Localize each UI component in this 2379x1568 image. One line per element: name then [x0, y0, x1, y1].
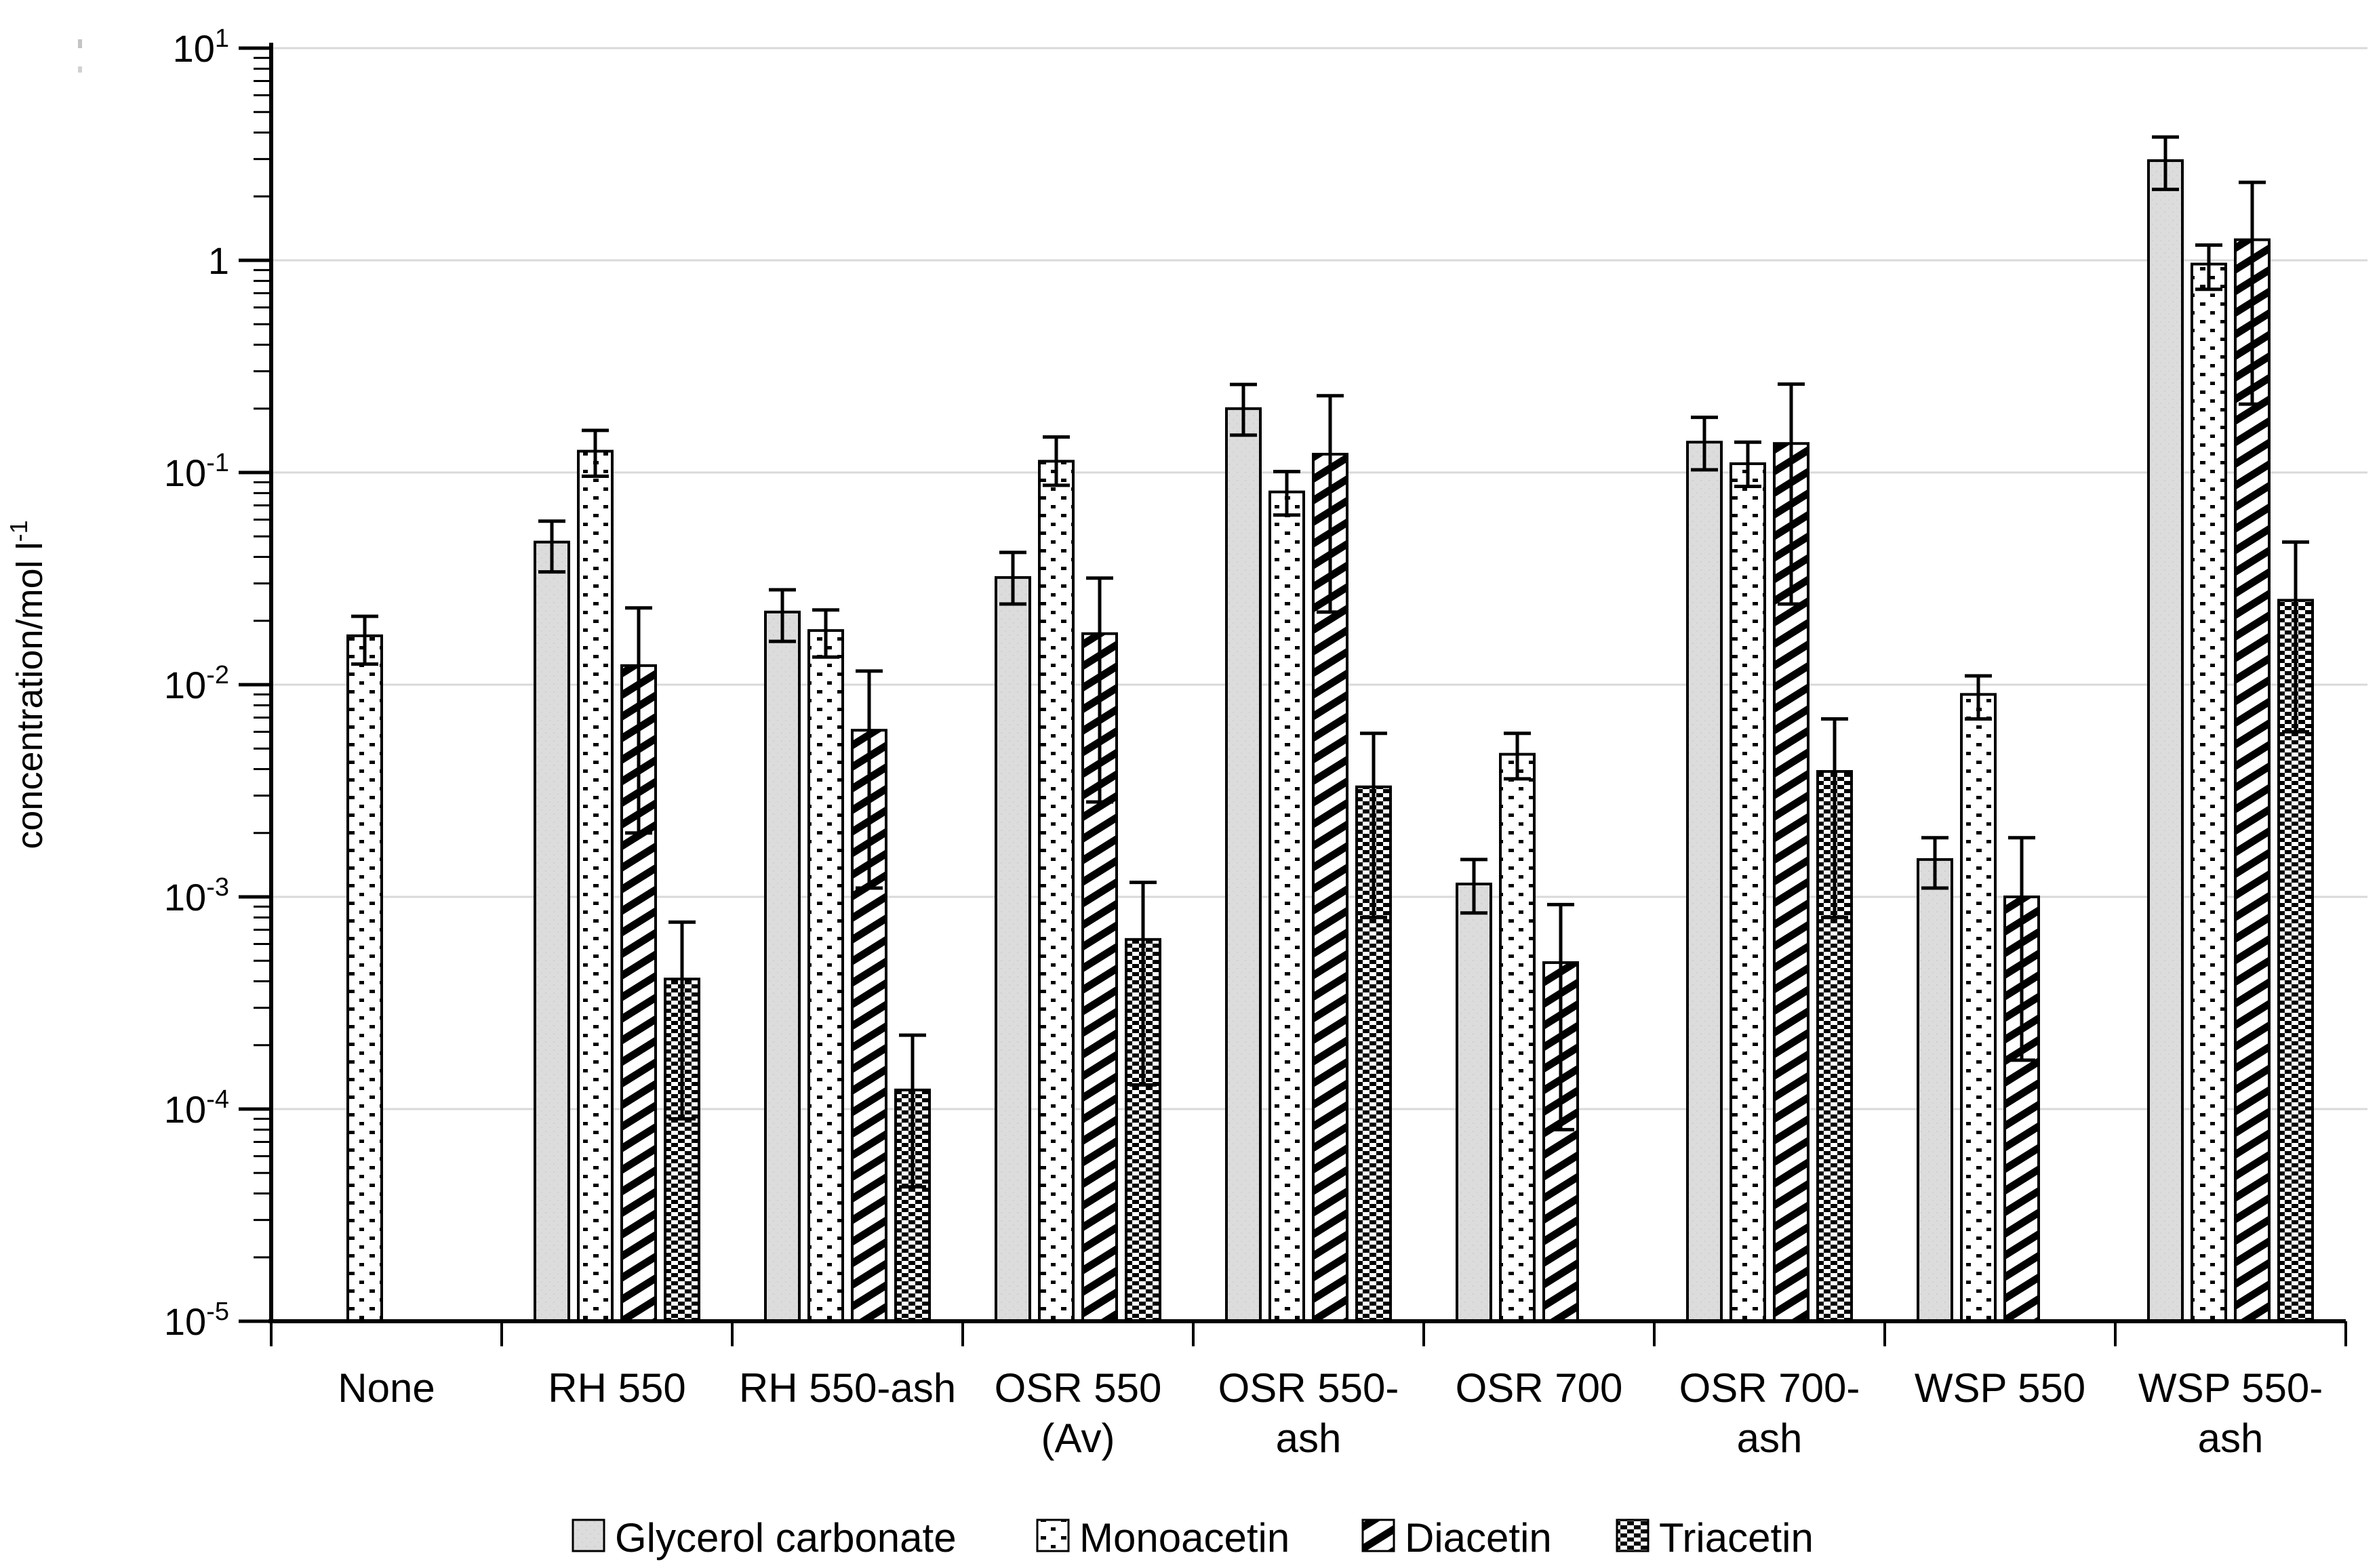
bar-glycerol-carbonate-rh-550: [534, 540, 570, 1323]
axes: [239, 43, 2347, 1346]
bar-monoacetin-osr-550-ash: [1268, 490, 1305, 1323]
y-tick-label-1e-3: 10-3: [164, 873, 229, 919]
errorbar-glycerol-carbonate-rh-550: [538, 519, 565, 574]
legend-item-diacetin: Diacetin: [1361, 1515, 1552, 1561]
bar-monoacetin-rh-550-ash: [807, 629, 844, 1323]
errorbar-monoacetin-osr-550-av-: [1043, 435, 1070, 487]
errorbar-glycerol-carbonate-wsp-550: [1921, 836, 1948, 890]
errorbar-monoacetin-osr-550-ash: [1273, 470, 1300, 517]
y-tick-label-1e-2: 10-2: [164, 661, 229, 706]
errorbar-monoacetin-rh-550: [582, 428, 609, 479]
errorbar-monoacetin-none: [351, 614, 378, 666]
bar-glycerol-carbonate-wsp-550: [1917, 858, 1953, 1323]
bar-glycerol-carbonate-osr-550-av-: [995, 576, 1031, 1323]
y-tick-label-1e-1: 10-1: [164, 449, 229, 494]
errorbar-monoacetin-osr-700-ash: [1734, 440, 1761, 489]
errorbar-glycerol-carbonate-wsp-550-ash: [2152, 135, 2179, 191]
legend-label-diacetin: Diacetin: [1405, 1515, 1552, 1561]
category-label-rh-550: RH 550: [548, 1365, 685, 1411]
category-label-osr-550-ash: OSR 550-ash: [1218, 1365, 1399, 1461]
legend-label-triacetin: Triacetin: [1659, 1515, 1814, 1561]
errorbar-monoacetin-rh-550-ash: [812, 608, 839, 659]
y-axis-title-superscript: -1: [5, 520, 33, 542]
bars: [346, 159, 2314, 1323]
bar-glycerol-carbonate-osr-700-ash: [1686, 441, 1723, 1323]
errorbar-diacetin-rh-550: [625, 606, 652, 835]
legend: Glycerol carbonate Monoacetin Diacetin Tria…: [572, 1515, 1814, 1561]
errorbar-diacetin-rh-550-ash: [856, 669, 883, 890]
errorbar-diacetin-wsp-550-ash: [2239, 180, 2266, 406]
errorbar-triacetin-wsp-550-ash: [2282, 540, 2309, 733]
bar-glycerol-carbonate-wsp-550-ash: [2147, 159, 2184, 1323]
y-axis-title: concentration/mol l-1: [5, 520, 50, 849]
errorbar-glycerol-carbonate-osr-700-ash: [1691, 416, 1718, 472]
bar-monoacetin-osr-550-av-: [1038, 460, 1075, 1323]
bar-monoacetin-osr-700: [1499, 752, 1536, 1323]
errorbar-glycerol-carbonate-osr-700: [1460, 858, 1487, 915]
legend-swatch-diacetin: [1361, 1519, 1395, 1552]
legend-label-glycerol-carbonate: Glycerol carbonate: [615, 1515, 957, 1561]
bar-diacetin-wsp-550-ash: [2234, 238, 2271, 1323]
errorbar-diacetin-osr-700: [1547, 902, 1574, 1131]
errorbar-glycerol-carbonate-rh-550-ash: [769, 588, 796, 643]
legend-swatch-triacetin: [1616, 1519, 1650, 1552]
bar-glycerol-carbonate-osr-700: [1456, 883, 1492, 1323]
category-label-osr-700-ash: OSR 700-ash: [1679, 1365, 1860, 1461]
errorbar-diacetin-osr-700-ash: [1778, 382, 1805, 606]
category-label-wsp-550: WSP 550: [1915, 1365, 2085, 1411]
legend-item-monoacetin: Monoacetin: [1036, 1515, 1290, 1561]
category-label-wsp-550-ash: WSP 550-ash: [2138, 1365, 2323, 1461]
y-tick-labels: 101 1 10-1 10-2 10-3 10-4 10-5: [164, 24, 229, 1343]
category-labels: None RH 550 RH 550-ash OSR 550 (Av) OSR 550-a…: [338, 1365, 2323, 1461]
legend-swatch-glycerol-carbonate: [572, 1519, 605, 1552]
errorbar-triacetin-osr-550-ash: [1360, 731, 1387, 919]
bar-glycerol-carbonate-rh-550-ash: [764, 610, 801, 1323]
category-label-rh-550-ash: RH 550-ash: [739, 1365, 956, 1411]
category-label-none: None: [338, 1365, 435, 1411]
errorbar-diacetin-wsp-550: [2008, 836, 2035, 1062]
y-tick-label-1e-4: 10-4: [164, 1085, 229, 1131]
bar-monoacetin-osr-700-ash: [1730, 462, 1766, 1323]
errorbar-monoacetin-wsp-550: [1965, 674, 1992, 721]
errorbar-glycerol-carbonate-osr-550-av-: [999, 550, 1026, 606]
scan-artifact-dots: [78, 39, 82, 73]
bar-monoacetin-rh-550: [577, 449, 614, 1323]
y-axis-title-text: concentration/mol l: [9, 542, 50, 849]
errorbar-triacetin-osr-550-av-: [1129, 881, 1157, 1087]
error-bars: [351, 135, 2309, 1189]
errorbar-triacetin-osr-700-ash: [1821, 717, 1848, 919]
bar-glycerol-carbonate-osr-550-ash: [1225, 407, 1262, 1323]
errorbar-glycerol-carbonate-osr-550-ash: [1230, 382, 1257, 437]
y-tick-label-1e-5: 10-5: [164, 1298, 229, 1343]
y-tick-label-1e0: 1: [208, 239, 229, 282]
errorbar-monoacetin-osr-700: [1504, 731, 1531, 781]
errorbar-monoacetin-wsp-550-ash: [2195, 243, 2222, 292]
errorbar-diacetin-osr-550-av-: [1086, 576, 1113, 804]
errorbar-diacetin-osr-550-ash: [1317, 394, 1344, 614]
bar-monoacetin-wsp-550: [1960, 693, 1997, 1323]
legend-item-triacetin: Triacetin: [1616, 1515, 1814, 1561]
bar-monoacetin-none: [346, 634, 383, 1323]
y-tick-label-1e1: 101: [173, 24, 229, 70]
category-label-osr-550-av-: OSR 550 (Av): [995, 1365, 1162, 1461]
errorbar-triacetin-rh-550: [668, 920, 696, 1121]
bar-monoacetin-wsp-550-ash: [2191, 262, 2227, 1323]
errorbar-triacetin-rh-550-ash: [899, 1033, 926, 1189]
legend-swatch-monoacetin: [1036, 1519, 1070, 1552]
legend-label-monoacetin: Monoacetin: [1079, 1515, 1290, 1561]
legend-item-glycerol-carbonate: Glycerol carbonate: [572, 1515, 957, 1561]
category-label-osr-700: OSR 700: [1456, 1365, 1623, 1411]
